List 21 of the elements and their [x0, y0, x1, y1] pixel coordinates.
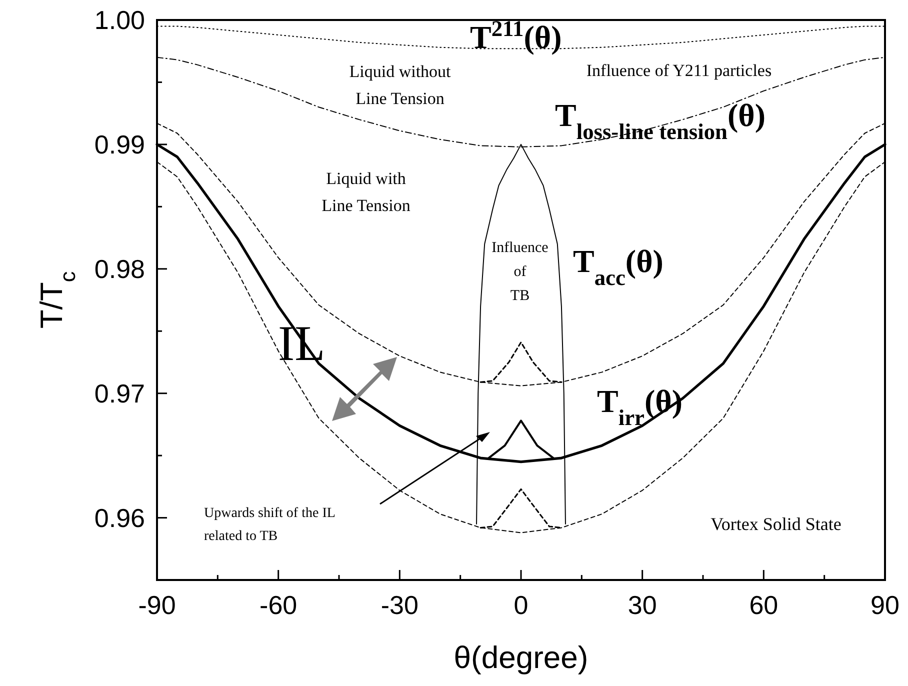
- annotation: Upwards shift of the IL related to TB: [204, 506, 336, 544]
- annotation: Influence of TB: [492, 240, 549, 304]
- annotation: Vortex Solid State: [710, 514, 842, 534]
- annotation: Liquid with Line Tension: [322, 169, 411, 216]
- x-tick-label: 0: [514, 590, 528, 620]
- annotation: Liquid without Line Tension: [349, 62, 452, 108]
- series-label: T$_{acc}$(θ): [573, 243, 664, 290]
- annotation: Influence of Y211 particles: [586, 61, 772, 80]
- x-tick-label: 90: [870, 590, 900, 620]
- x-tick-label: 30: [628, 590, 657, 620]
- x-tick-label: -90: [138, 590, 176, 620]
- x-axis-title: θ(degree): [454, 640, 588, 675]
- series-label: T$^{211}$(θ): [470, 16, 562, 55]
- x-tick-label: -60: [260, 590, 298, 620]
- y-tick-label: 0.99: [94, 129, 145, 160]
- y-tick-label: 0.98: [94, 254, 145, 284]
- x-tick-label: -30: [380, 590, 418, 620]
- y-tick-label: 0.97: [94, 378, 145, 408]
- x-tick-label: 60: [749, 590, 778, 620]
- y-tick-label: 1.00: [94, 5, 145, 35]
- y-tick-label: 0.96: [94, 502, 145, 533]
